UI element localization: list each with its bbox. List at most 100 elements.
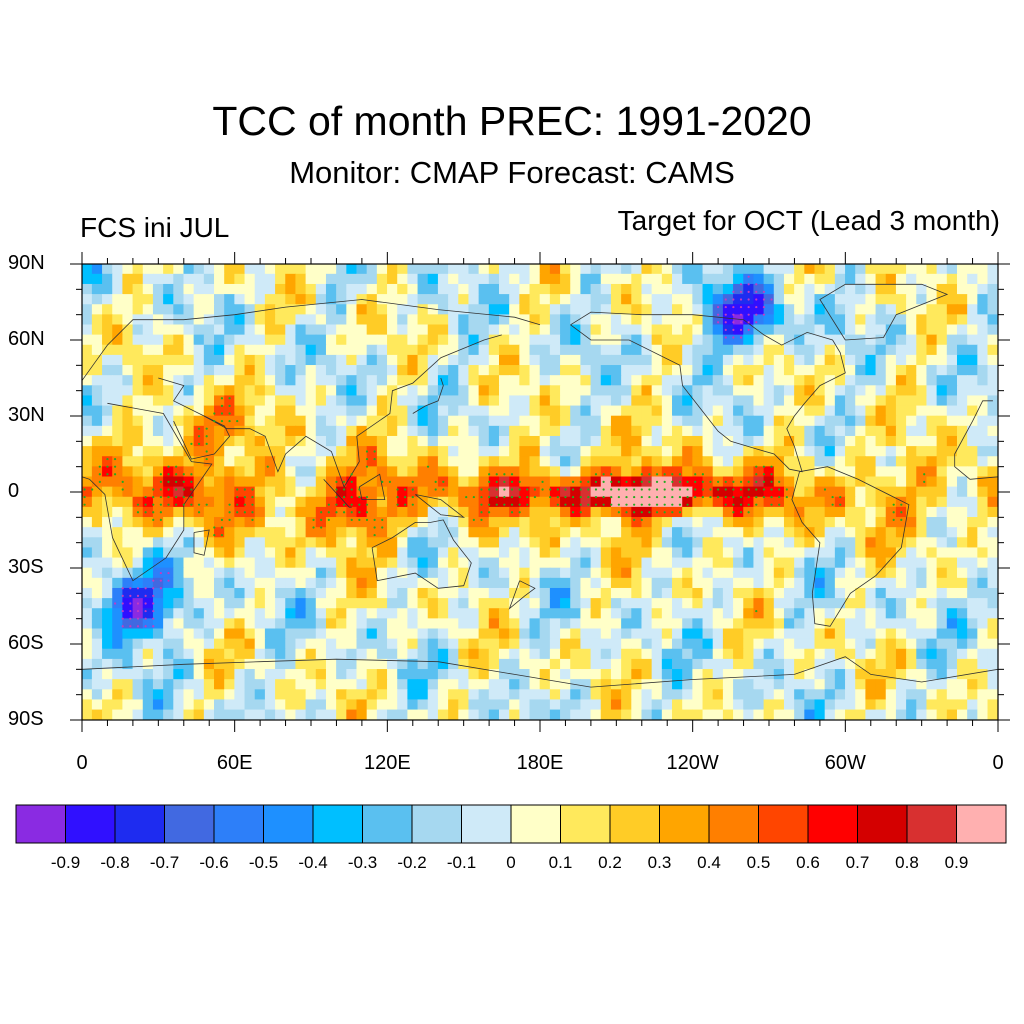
- field-cell: [488, 648, 500, 660]
- field-cell: [285, 304, 297, 315]
- field-cell: [102, 466, 113, 478]
- field-cell: [855, 344, 866, 356]
- field-cell: [794, 557, 805, 569]
- field-cell: [295, 415, 307, 427]
- stipple-dot: [747, 283, 750, 286]
- field-cell: [366, 456, 378, 467]
- field-cell: [498, 527, 510, 538]
- field-cell: [417, 395, 429, 407]
- field-cell: [956, 344, 968, 356]
- field-cell: [397, 264, 408, 275]
- field-cell: [885, 476, 897, 488]
- stipple-dot: [152, 518, 155, 521]
- field-cell: [315, 587, 327, 599]
- field-cell: [600, 506, 612, 518]
- stipple-dot: [350, 503, 353, 506]
- field-cell: [845, 446, 856, 457]
- field-cell: [590, 608, 602, 619]
- field-cell: [549, 294, 561, 305]
- field-cell: [600, 476, 612, 488]
- field-cell: [712, 466, 724, 478]
- field-cell: [712, 669, 724, 680]
- stipple-dot: [739, 511, 743, 514]
- field-cell: [987, 658, 998, 670]
- field-cell: [610, 344, 622, 356]
- field-cell: [845, 456, 856, 467]
- field-cell: [895, 669, 907, 680]
- field-cell: [956, 334, 968, 346]
- field-cell: [875, 486, 887, 498]
- field-cell: [122, 618, 134, 630]
- field-cell: [132, 587, 144, 599]
- stipple-dot: [831, 495, 834, 499]
- field-cell: [804, 375, 816, 386]
- field-cell: [549, 496, 561, 508]
- field-cell: [967, 527, 978, 538]
- field-cell: [112, 435, 124, 447]
- field-cell: [458, 304, 470, 315]
- field-cell: [132, 709, 144, 720]
- field-cell: [366, 608, 378, 619]
- field-cell: [183, 547, 195, 559]
- coastline-segment: [323, 479, 352, 508]
- field-cell: [631, 496, 643, 508]
- field-cell: [122, 425, 134, 437]
- field-cell: [926, 648, 938, 660]
- field-cell: [936, 557, 948, 569]
- stipple-dot: [732, 298, 735, 301]
- field-cell: [448, 679, 459, 690]
- stipple-dot: [365, 503, 369, 506]
- field-cell: [621, 354, 632, 366]
- field-cell: [865, 425, 877, 437]
- field-cell: [397, 294, 408, 305]
- field-cell: [855, 709, 866, 720]
- field-cell: [845, 658, 856, 670]
- field-cell: [224, 567, 235, 579]
- field-cell: [529, 547, 541, 559]
- stipple-dot: [724, 298, 727, 301]
- stipple-dot: [98, 473, 101, 476]
- field-cell: [763, 476, 775, 488]
- field-cell: [244, 456, 256, 467]
- field-cell: [895, 435, 907, 447]
- field-cell: [468, 658, 480, 670]
- field-cell: [427, 273, 439, 285]
- stipple-dot: [556, 488, 559, 491]
- field-cell: [895, 608, 907, 619]
- field-cell: [224, 689, 235, 701]
- stipple-dot: [602, 495, 605, 499]
- field-cell: [234, 699, 246, 711]
- field-cell: [560, 577, 571, 589]
- field-cell: [956, 486, 968, 498]
- field-cell: [397, 375, 408, 386]
- field-cell: [641, 567, 653, 579]
- field-cell: [427, 365, 439, 376]
- field-cell: [845, 486, 856, 498]
- field-cell: [224, 496, 235, 508]
- field-cell: [722, 567, 734, 579]
- field-cell: [448, 669, 459, 680]
- field-cell: [621, 486, 632, 498]
- field-cell: [733, 628, 744, 640]
- field-cell: [336, 273, 347, 285]
- field-cell: [509, 435, 520, 447]
- field-cell: [417, 608, 429, 619]
- stipple-dot: [648, 480, 651, 483]
- stipple-dot: [694, 480, 697, 483]
- field-cell: [437, 365, 449, 376]
- field-cell: [682, 517, 693, 528]
- field-cell: [834, 557, 846, 569]
- field-cell: [498, 679, 510, 690]
- field-cell: [845, 628, 856, 640]
- field-cell: [437, 496, 449, 508]
- field-cell: [336, 344, 347, 356]
- field-cell: [570, 648, 582, 660]
- field-cell: [824, 354, 836, 366]
- field-cell: [295, 577, 307, 589]
- field-cell: [926, 294, 938, 305]
- field-cell: [560, 506, 571, 518]
- field-cell: [315, 679, 327, 690]
- field-cell: [722, 638, 734, 650]
- field-cell: [112, 628, 124, 640]
- field-cell: [325, 456, 337, 467]
